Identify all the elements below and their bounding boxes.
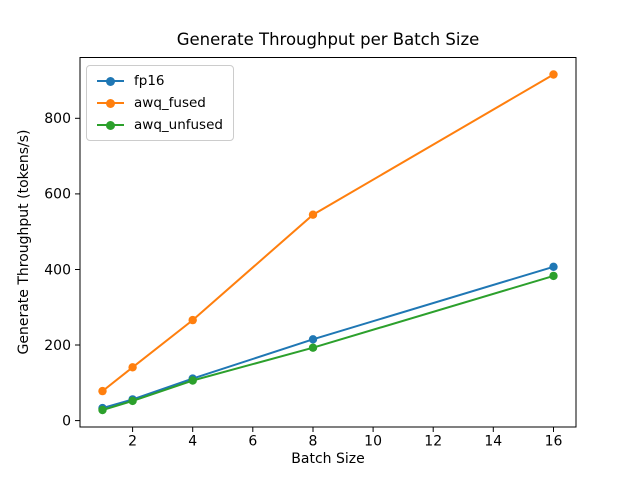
data-point-awq_unfused-x16 xyxy=(549,271,558,281)
data-point-awq_fused-x2 xyxy=(128,363,137,372)
data-point-fp16-x16 xyxy=(549,262,558,271)
x-tick-label: 16 xyxy=(545,434,563,450)
y-tick-label: 600 xyxy=(44,187,71,203)
data-point-awq_fused-x8 xyxy=(308,210,318,219)
legend-item-fp16: fp16 xyxy=(97,72,223,90)
data-point-awq_unfused-x1 xyxy=(98,405,107,415)
y-tick-label: 200 xyxy=(44,338,71,354)
legend-line-marker-icon xyxy=(97,98,124,108)
series-line-awq_unfused xyxy=(101,274,555,411)
series-awq_unfused xyxy=(98,271,558,415)
y-tick-label: 400 xyxy=(44,262,71,278)
legend-label: awq_unfused xyxy=(134,117,223,133)
x-tick-label: 10 xyxy=(364,434,382,450)
x-tick-label: 14 xyxy=(484,434,502,450)
legend-line-marker-icon xyxy=(97,76,124,86)
y-axis-label: Generate Throughput (tokens/s) xyxy=(16,129,32,355)
data-point-awq_unfused-x4 xyxy=(188,376,197,385)
data-point-awq_unfused-x8 xyxy=(308,343,318,352)
x-tick-label: 8 xyxy=(309,434,318,450)
chart-title: Generate Throughput per Batch Size xyxy=(176,30,480,49)
data-point-awq_fused-x1 xyxy=(98,386,107,396)
legend-line-marker-icon xyxy=(97,120,124,130)
y-tick-label: 0 xyxy=(62,413,71,429)
legend-label: awq_fused xyxy=(134,95,206,111)
x-tick-label: 6 xyxy=(248,434,257,450)
legend-item-awq-unfused: awq_unfused xyxy=(97,116,223,134)
data-point-awq_unfused-x2 xyxy=(128,396,137,406)
legend-label: fp16 xyxy=(134,73,165,89)
x-tick-label: 2 xyxy=(128,434,137,450)
y-tick-label: 800 xyxy=(44,111,71,127)
legend-item-awq-fused: awq_fused xyxy=(97,94,223,112)
data-point-fp16-x8 xyxy=(308,335,318,344)
x-tick-label: 4 xyxy=(188,434,197,450)
axes-frame xyxy=(79,57,577,428)
series-awq_fused xyxy=(98,70,558,396)
x-axis-label: Batch Size xyxy=(291,451,365,467)
data-point-awq_fused-x4 xyxy=(188,315,197,325)
data-point-awq_fused-x16 xyxy=(549,70,558,79)
x-tick-label: 12 xyxy=(424,434,442,450)
legend: fp16 awq_fused awq_unfused xyxy=(86,65,234,141)
